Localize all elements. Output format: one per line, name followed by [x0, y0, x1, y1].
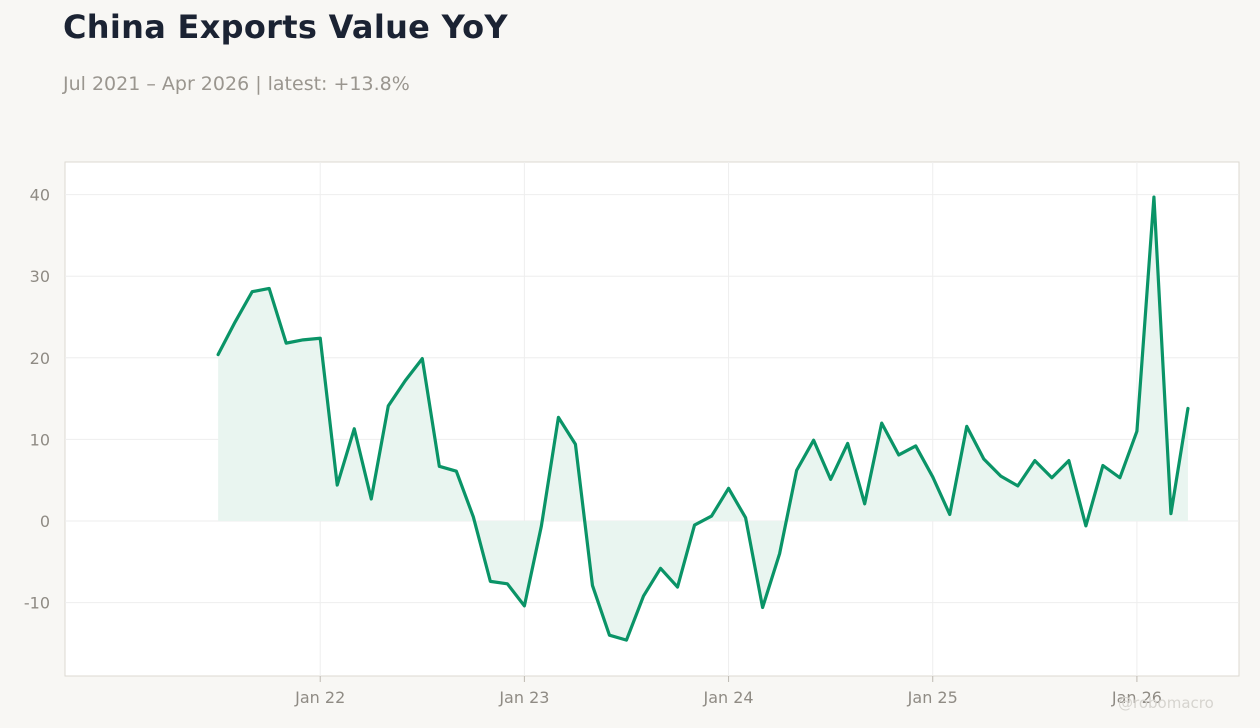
data-point: [1034, 459, 1036, 461]
data-point: [1051, 477, 1053, 479]
data-point: [336, 484, 338, 486]
data-point: [846, 442, 848, 444]
data-point: [319, 337, 321, 339]
data-point: [1017, 485, 1019, 487]
data-point: [642, 595, 644, 597]
data-point: [727, 487, 729, 489]
data-point: [915, 445, 917, 447]
data-point: [472, 516, 474, 518]
y-tick-label: 10: [30, 430, 50, 449]
x-axis: Jan 22 Jan 23 Jan 24 Jan 25 Jan 26: [294, 676, 1162, 707]
data-point: [1170, 512, 1172, 514]
data-point: [217, 353, 219, 355]
data-point: [370, 498, 372, 500]
data-point: [591, 584, 593, 586]
data-point: [285, 342, 287, 344]
data-point: [574, 443, 576, 445]
watermark: @robomacro: [1118, 694, 1214, 712]
data-point: [898, 454, 900, 456]
data-point: [1187, 407, 1189, 409]
data-point: [932, 476, 934, 478]
data-point: [1000, 475, 1002, 477]
data-point: [387, 405, 389, 407]
y-tick-label: 40: [30, 186, 50, 205]
data-point: [234, 321, 236, 323]
y-tick-label: 30: [30, 267, 50, 286]
data-point: [302, 339, 304, 341]
data-point: [829, 478, 831, 480]
chart-subtitle: Jul 2021 – Apr 2026 | latest: +13.8%: [63, 73, 410, 95]
x-tick-label: Jan 25: [907, 688, 958, 707]
y-axis: -10 0 10 20 30 40: [24, 186, 50, 613]
data-point: [659, 567, 661, 569]
area-layer: [218, 197, 1188, 641]
data-point: [863, 503, 865, 505]
data-point: [761, 606, 763, 608]
data-point: [625, 639, 627, 641]
data-point: [812, 439, 814, 441]
data-point: [251, 291, 253, 293]
x-tick-label: Jan 24: [703, 688, 754, 707]
data-point: [795, 469, 797, 471]
line-layer: [216, 195, 1190, 642]
data-point: [438, 465, 440, 467]
series-area: [218, 197, 1188, 641]
data-point: [353, 428, 355, 430]
data-point: [540, 525, 542, 527]
data-point: [421, 357, 423, 359]
y-tick-label: 0: [40, 512, 50, 531]
data-point: [949, 513, 951, 515]
data-point: [693, 524, 695, 526]
series-line: [216, 195, 1190, 642]
data-point: [676, 586, 678, 588]
data-point: [1153, 196, 1155, 198]
data-point: [523, 605, 525, 607]
data-point: [404, 379, 406, 381]
y-tick-label: -10: [24, 594, 50, 613]
data-point: [710, 515, 712, 517]
data-point: [966, 425, 968, 427]
data-point: [778, 552, 780, 554]
data-point: [489, 580, 491, 582]
x-tick-label: Jan 23: [498, 688, 549, 707]
x-tick-label: Jan 26: [1111, 688, 1162, 707]
data-point: [744, 517, 746, 519]
data-point: [1136, 430, 1138, 432]
data-point: [880, 422, 882, 424]
y-tick-label: 20: [30, 349, 50, 368]
data-point: [983, 458, 985, 460]
data-point: [268, 287, 270, 289]
data-point: [1119, 477, 1121, 479]
data-point: [506, 583, 508, 585]
data-point: [557, 416, 559, 418]
data-point: [455, 470, 457, 472]
data-point: [1085, 525, 1087, 527]
chart-title: China Exports Value YoY: [63, 8, 508, 46]
data-point: [1102, 464, 1104, 466]
data-point: [1068, 459, 1070, 461]
data-point: [608, 634, 610, 636]
x-tick-label: Jan 22: [294, 688, 345, 707]
